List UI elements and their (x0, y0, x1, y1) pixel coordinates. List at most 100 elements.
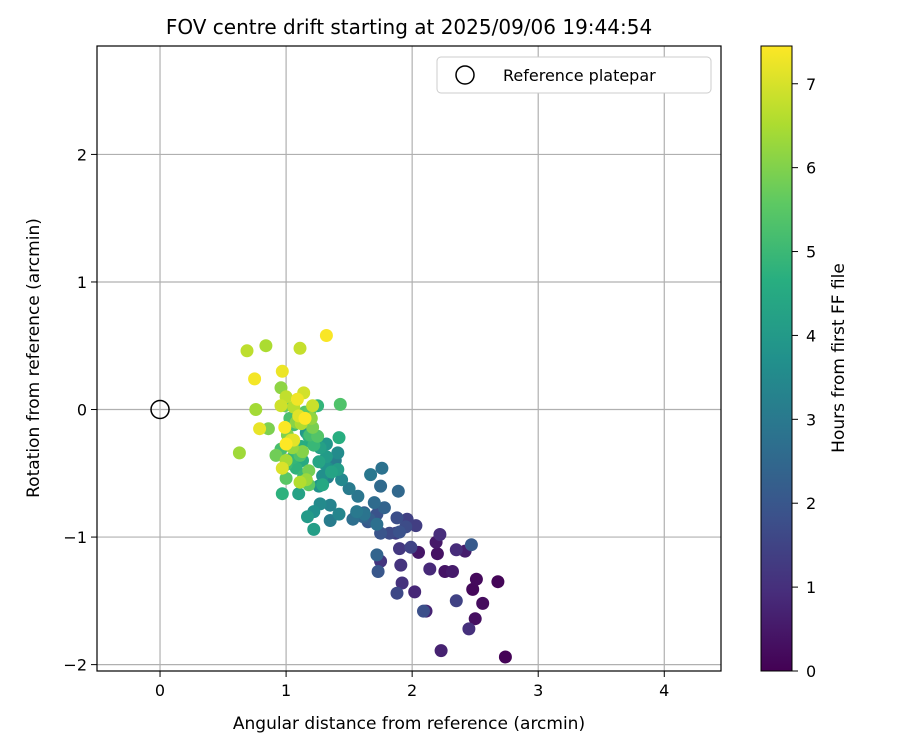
data-point (249, 403, 263, 416)
reference-platepar-marker (150, 399, 170, 420)
data-point (332, 507, 346, 521)
y-tick-label: −1 (63, 528, 87, 547)
data-point (370, 548, 384, 562)
data-point (390, 511, 404, 525)
legend-box (436, 56, 712, 94)
colorbar-tick-label: 7 (806, 75, 816, 94)
data-point (325, 465, 338, 479)
colorbar-tick-label: 1 (806, 578, 816, 597)
data-point (298, 411, 312, 425)
data-point (371, 565, 385, 578)
legend: Reference platepar (436, 56, 712, 94)
data-point (331, 446, 345, 460)
data-point (466, 582, 480, 596)
data-point (232, 446, 246, 460)
data-point (468, 612, 482, 626)
plot-area (97, 46, 721, 671)
data-point (296, 445, 309, 459)
x-tick-label: 1 (281, 681, 291, 700)
data-point (394, 558, 408, 572)
y-tick-label: −2 (63, 656, 87, 675)
data-point (253, 422, 267, 436)
x-axis-ticks: 0 1 2 3 4 (155, 671, 669, 700)
grid-lines (97, 46, 721, 671)
data-point (364, 468, 378, 482)
y-tick-label: 2 (77, 145, 87, 164)
data-point (433, 528, 447, 541)
data-point (292, 487, 306, 501)
data-point (335, 473, 349, 487)
data-point (259, 339, 273, 353)
data-point (290, 392, 304, 406)
data-point (323, 498, 337, 512)
legend-label: Reference platepar (503, 66, 656, 85)
data-point (404, 540, 418, 554)
colorbar-tick-label: 2 (806, 494, 816, 513)
colorbar (760, 45, 793, 672)
x-tick-label: 0 (155, 681, 165, 700)
colorbar-tick-label: 4 (806, 326, 816, 345)
data-point (391, 484, 405, 498)
data-point (374, 479, 388, 493)
data-point (446, 565, 459, 578)
x-tick-label: 3 (533, 681, 543, 700)
data-point (464, 538, 478, 552)
data-point (275, 487, 289, 501)
data-point (274, 399, 288, 413)
data-point (498, 650, 512, 664)
data-point (476, 596, 490, 610)
x-axis-label: Angular distance from reference (arcmin) (233, 714, 585, 734)
data-point (383, 526, 396, 540)
data-point (319, 329, 333, 342)
data-point (430, 547, 444, 561)
y-axis-label: Rotation from reference (arcmin) (24, 218, 44, 498)
chart-title: FOV centre drift starting at 2025/09/06 … (166, 15, 652, 39)
data-point (248, 372, 262, 386)
data-point (279, 471, 293, 485)
colorbar-label: Hours from first FF file (829, 263, 849, 453)
data-point (312, 455, 326, 469)
data-point (301, 510, 314, 524)
scatter-points (232, 329, 512, 664)
data-point (351, 489, 365, 503)
data-point (367, 496, 381, 510)
plot-frame (96, 45, 722, 672)
x-tick-label: 2 (407, 681, 417, 700)
legend-marker-icon (455, 65, 475, 85)
data-point (462, 622, 476, 636)
data-point (395, 576, 409, 590)
data-point (423, 562, 437, 576)
x-tick-label: 4 (659, 681, 669, 700)
colorbar-tick-label: 3 (806, 410, 816, 429)
colorbar-ticks: 0 1 2 3 4 5 6 7 (792, 75, 816, 681)
data-point (469, 572, 483, 586)
data-point (417, 604, 430, 618)
data-point (491, 575, 505, 589)
colorbar-tick-label: 5 (806, 243, 816, 262)
data-point (269, 448, 283, 462)
data-point (275, 461, 289, 475)
data-point (377, 501, 391, 515)
y-tick-label: 0 (77, 401, 87, 420)
data-point (278, 420, 292, 434)
data-point (449, 543, 463, 557)
data-point (393, 525, 406, 539)
data-point (275, 364, 289, 378)
colorbar-tick-label: 0 (806, 662, 816, 681)
data-point (293, 475, 307, 489)
data-point (316, 478, 330, 492)
data-point (350, 505, 364, 519)
data-point (342, 482, 356, 496)
data-point (449, 594, 463, 608)
data-point (333, 397, 347, 411)
data-point (279, 437, 293, 451)
y-axis-ticks: −2 −1 0 1 2 (63, 145, 97, 675)
y-tick-label: 1 (77, 273, 87, 292)
data-point (408, 585, 422, 599)
data-point (393, 542, 406, 556)
data-point (370, 517, 384, 531)
data-point (332, 431, 346, 445)
data-point (293, 341, 307, 355)
data-point (375, 461, 389, 475)
colorbar-tick-label: 6 (806, 159, 816, 178)
